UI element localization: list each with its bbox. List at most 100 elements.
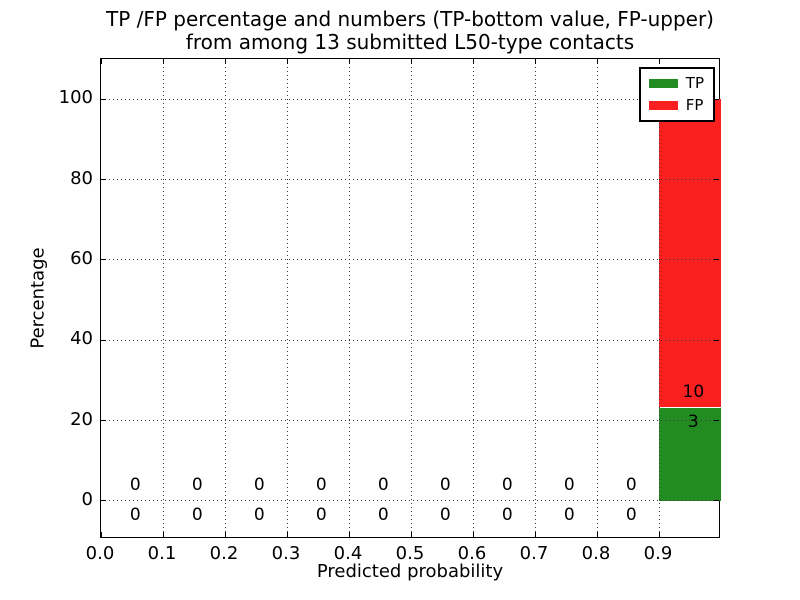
x-tick-bottom bbox=[534, 532, 536, 537]
gridline-vertical bbox=[224, 59, 226, 537]
y-tick-left bbox=[101, 259, 106, 261]
x-tick-top bbox=[348, 59, 350, 64]
x-tick-bottom bbox=[472, 532, 474, 537]
fp-count-label: 0 bbox=[501, 474, 513, 495]
gridline-vertical bbox=[472, 59, 474, 537]
tp-count-label: 0 bbox=[501, 505, 513, 526]
fp-count-label: 0 bbox=[129, 474, 141, 495]
y-tick-right bbox=[714, 259, 719, 261]
gridline-horizontal bbox=[101, 420, 719, 421]
x-tick-label: 0.0 bbox=[85, 543, 115, 564]
gridline-horizontal bbox=[101, 98, 719, 100]
plot-area: TP FP bbox=[100, 58, 721, 538]
x-tick-label: 0.8 bbox=[581, 543, 611, 564]
x-tick-bottom bbox=[100, 532, 102, 537]
legend-item-fp: FP bbox=[648, 96, 704, 114]
y-tick-right bbox=[714, 339, 719, 341]
legend-label-tp: TP bbox=[685, 74, 704, 92]
tp-count-label: 3 bbox=[687, 412, 699, 433]
y-tick-right bbox=[714, 500, 719, 502]
gridline-horizontal bbox=[101, 339, 719, 341]
x-tick-top bbox=[596, 59, 598, 64]
gridline-vertical bbox=[348, 59, 350, 537]
x-tick-label: 0.9 bbox=[643, 543, 673, 564]
x-tick-bottom bbox=[224, 532, 226, 537]
fp-count-label: 10 bbox=[682, 381, 705, 402]
x-tick-label: 0.5 bbox=[395, 543, 425, 564]
y-tick-label: 0 bbox=[81, 488, 93, 510]
x-tick-bottom bbox=[596, 532, 598, 537]
x-tick-label: 0.7 bbox=[519, 543, 549, 564]
y-tick-left bbox=[101, 420, 106, 421]
x-axis-label: Predicted probability bbox=[316, 561, 504, 582]
y-tick-label: 40 bbox=[70, 328, 93, 350]
x-tick-bottom bbox=[348, 532, 350, 537]
y-tick-left bbox=[101, 98, 106, 100]
x-tick-label: 0.2 bbox=[209, 543, 239, 564]
tp-count-label: 0 bbox=[315, 505, 327, 526]
legend-swatch-fp-icon bbox=[648, 101, 678, 110]
x-tick-bottom bbox=[410, 532, 412, 537]
gridline-vertical bbox=[286, 59, 288, 537]
y-tick-left bbox=[101, 179, 106, 180]
x-tick-top bbox=[410, 59, 412, 64]
y-tick-label: 80 bbox=[70, 167, 93, 189]
fp-count-label: 0 bbox=[377, 474, 389, 495]
tp-count-label: 0 bbox=[625, 505, 637, 526]
y-tick-left bbox=[101, 500, 106, 502]
tp-count-label: 0 bbox=[253, 505, 265, 526]
y-tick-label: 20 bbox=[70, 408, 93, 430]
x-tick-top bbox=[286, 59, 288, 64]
tp-count-label: 0 bbox=[129, 505, 141, 526]
tp-count-label: 0 bbox=[563, 505, 575, 526]
gridline-vertical bbox=[410, 59, 412, 537]
y-tick-right bbox=[714, 179, 719, 180]
fp-count-label: 0 bbox=[563, 474, 575, 495]
fp-count-label: 0 bbox=[253, 474, 265, 495]
legend-label-fp: FP bbox=[685, 96, 704, 114]
x-tick-label: 0.6 bbox=[457, 543, 487, 564]
x-tick-top bbox=[162, 59, 164, 64]
gridline-horizontal bbox=[101, 500, 719, 502]
x-tick-top bbox=[534, 59, 536, 64]
gridline-vertical bbox=[658, 59, 660, 537]
y-tick-right bbox=[714, 420, 719, 421]
bar-segment-divider bbox=[659, 407, 721, 409]
legend-item-tp: TP bbox=[648, 74, 704, 92]
gridline-vertical bbox=[596, 59, 598, 537]
fp-count-label: 0 bbox=[315, 474, 327, 495]
legend: TP FP bbox=[638, 67, 715, 122]
bar-segment-fp bbox=[659, 99, 721, 409]
y-tick-label: 60 bbox=[70, 247, 93, 269]
chart-title-line2: from among 13 submitted L50-type contact… bbox=[185, 30, 635, 54]
gridline-vertical bbox=[162, 59, 164, 537]
fp-count-label: 0 bbox=[625, 474, 637, 495]
x-tick-top bbox=[658, 59, 660, 64]
tp-count-label: 0 bbox=[191, 505, 203, 526]
x-tick-bottom bbox=[162, 532, 164, 537]
y-tick-label: 100 bbox=[58, 87, 93, 109]
y-axis-label: Percentage bbox=[27, 247, 49, 349]
legend-swatch-tp-icon bbox=[648, 79, 678, 88]
x-tick-top bbox=[224, 59, 226, 64]
gridline-horizontal bbox=[101, 259, 719, 261]
bar-segment-tp bbox=[659, 408, 721, 501]
chart-title: TP /FP percentage and numbers (TP-bottom… bbox=[100, 8, 720, 54]
x-tick-label: 0.4 bbox=[333, 543, 363, 564]
fp-count-label: 0 bbox=[439, 474, 451, 495]
tp-count-label: 0 bbox=[377, 505, 389, 526]
x-tick-top bbox=[100, 59, 102, 64]
x-tick-bottom bbox=[286, 532, 288, 537]
x-tick-bottom bbox=[658, 532, 660, 537]
x-tick-label: 0.1 bbox=[147, 543, 177, 564]
gridline-horizontal bbox=[101, 179, 719, 180]
y-tick-right bbox=[714, 98, 719, 100]
chart-title-line1: TP /FP percentage and numbers (TP-bottom… bbox=[106, 7, 714, 31]
fp-count-label: 0 bbox=[191, 474, 203, 495]
gridline-vertical bbox=[534, 59, 536, 537]
tp-count-label: 0 bbox=[439, 505, 451, 526]
x-tick-label: 0.3 bbox=[271, 543, 301, 564]
y-tick-left bbox=[101, 339, 106, 341]
x-tick-top bbox=[472, 59, 474, 64]
